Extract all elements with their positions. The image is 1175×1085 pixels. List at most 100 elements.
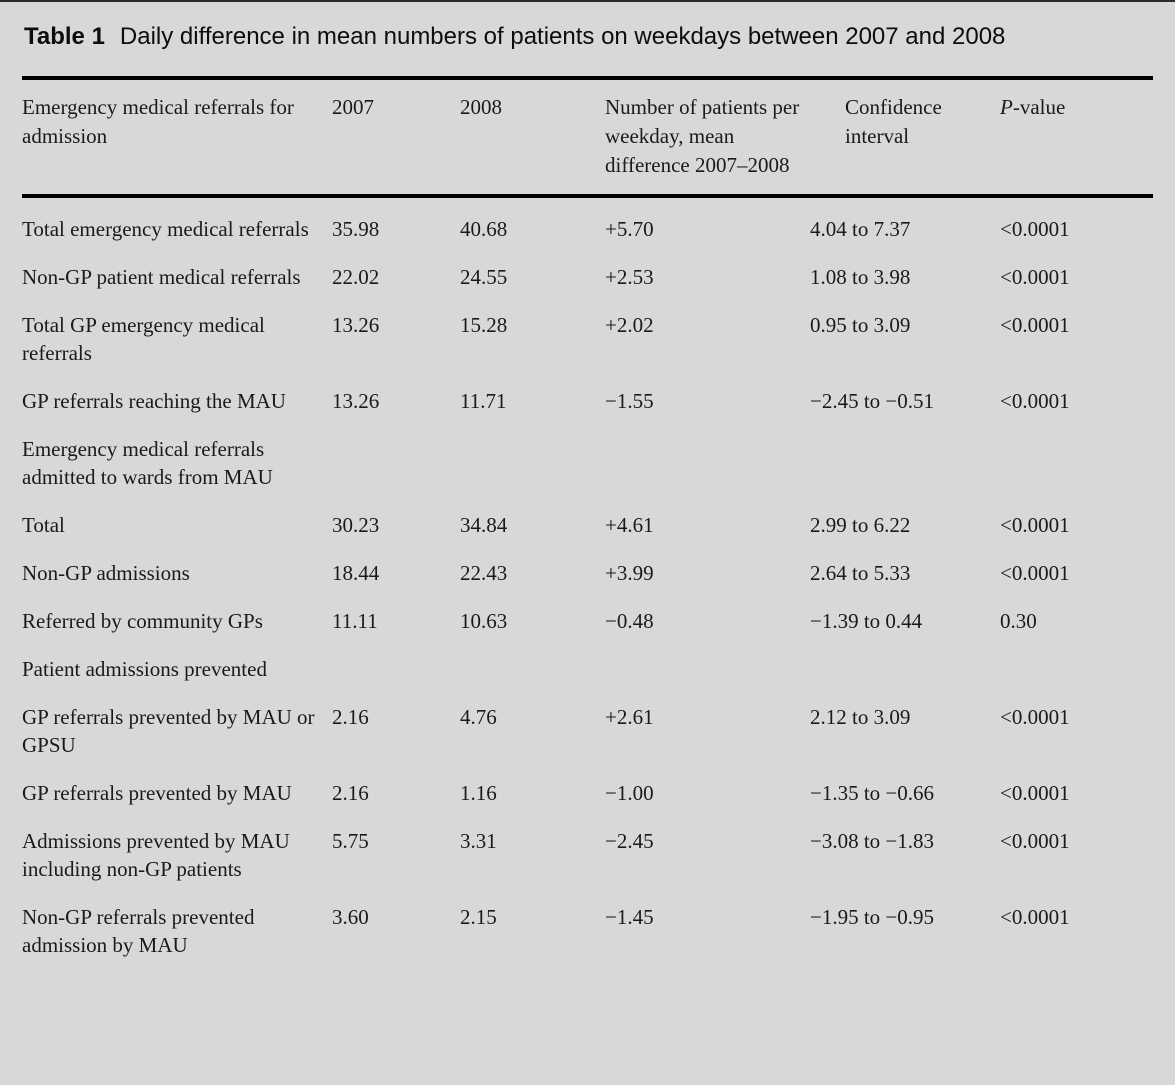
row-label-cell: Admissions prevented by MAU including no… — [22, 829, 290, 881]
cell-2007 — [332, 418, 460, 494]
row-label-cell: GP referrals prevented by MAU or GPSU — [22, 705, 315, 757]
table-row: Total GP emergency medical referrals 13.… — [22, 294, 1153, 370]
cell-mean-diff: −0.48 — [605, 609, 654, 633]
col-header-2007: 2007 — [332, 80, 460, 198]
cell-2008 — [460, 418, 560, 494]
col-header-2008: 2008 — [460, 80, 560, 198]
cell-2007: 2.16 — [332, 705, 369, 729]
cell-p-value — [1000, 418, 1153, 494]
cell-2008: 40.68 — [460, 217, 508, 241]
cell-mean-diff: −1.55 — [605, 389, 654, 413]
table-row: GP referrals prevented by MAU or GPSU 2.… — [22, 686, 1153, 762]
cell-mean-diff: −1.00 — [605, 781, 654, 805]
cell-2007 — [332, 638, 460, 686]
cell-2007: 35.98 — [332, 217, 380, 241]
table-row: GP referrals prevented by MAU 2.16 1.16 … — [22, 762, 1153, 810]
col-header-referrals-for-admission: Emergency medical referrals for admissio… — [22, 80, 332, 198]
cell-p-value: <0.0001 — [1000, 513, 1070, 537]
row-label-cell: GP referrals reaching the MAU — [22, 389, 286, 413]
cell-ci: 4.04 to 7.37 — [810, 217, 911, 241]
cell-p-value: 0.30 — [1000, 609, 1037, 633]
cell-p-value: <0.0001 — [1000, 265, 1070, 289]
row-label-cell: GP referrals prevented by MAU — [22, 781, 292, 805]
section-label-cell: Patient admissions prevented — [22, 657, 267, 681]
cell-p-value: <0.0001 — [1000, 313, 1070, 337]
section-label-cell: Emergency medical referrals admitted to … — [22, 437, 273, 489]
row-label-cell: Total emergency medical referrals — [22, 217, 309, 241]
cell-p-value — [1000, 638, 1153, 686]
cell-ci: −1.39 to 0.44 — [810, 609, 923, 633]
cell-2007: 5.75 — [332, 829, 369, 853]
table-row: Referred by community GPs 11.11 10.63 −0… — [22, 590, 1153, 638]
cell-2008: 34.84 — [460, 513, 508, 537]
cell-mean-diff: −1.45 — [605, 905, 654, 929]
cell-mean-diff: +4.61 — [605, 513, 654, 537]
cell-2008: 24.55 — [460, 265, 508, 289]
cell-ci: 2.12 to 3.09 — [810, 705, 911, 729]
cell-ci: −2.45 to −0.51 — [810, 389, 935, 413]
cell-2008: 1.16 — [460, 781, 497, 805]
table-row: Admissions prevented by MAU including no… — [22, 810, 1153, 886]
cell-2007: 2.16 — [332, 781, 369, 805]
cell-mean-diff — [560, 418, 810, 494]
cell-ci: −3.08 to −1.83 — [810, 829, 935, 853]
row-label-cell: Total GP emergency medical referrals — [22, 313, 265, 365]
table-row: Total emergency medical referrals 35.98 … — [22, 196, 1153, 246]
cell-p-value: <0.0001 — [1000, 829, 1070, 853]
cell-mean-diff — [560, 638, 810, 686]
cell-2008: 3.31 — [460, 829, 497, 853]
section-header-row: Emergency medical referrals admitted to … — [22, 418, 1153, 494]
cell-2007: 13.26 — [332, 313, 380, 337]
table-caption-text: Daily difference in mean numbers of pati… — [119, 23, 1006, 50]
cell-mean-diff: +2.02 — [605, 313, 654, 337]
cell-2007: 13.26 — [332, 389, 380, 413]
row-label-cell: Non-GP referrals prevented admission by … — [22, 905, 255, 957]
col-header-confidence-interval: Confidence interval — [810, 80, 1000, 198]
p-value-rest: -value — [1012, 95, 1066, 119]
cell-2007: 18.44 — [332, 561, 380, 585]
data-table: Emergency medical referrals for admissio… — [22, 80, 1153, 962]
cell-mean-diff: +2.53 — [605, 265, 654, 289]
cell-2008: 10.63 — [460, 609, 508, 633]
col-header-mean-difference: Number of patients per weekday, mean dif… — [560, 80, 810, 198]
row-label-cell: Non-GP admissions — [22, 561, 190, 585]
row-label-cell: Total — [22, 513, 65, 537]
cell-p-value: <0.0001 — [1000, 905, 1070, 929]
table-row: GP referrals reaching the MAU 13.26 11.7… — [22, 370, 1153, 418]
row-label-cell: Non-GP patient medical referrals — [22, 265, 301, 289]
cell-mean-diff: −2.45 — [605, 829, 654, 853]
cell-p-value: <0.0001 — [1000, 389, 1070, 413]
cell-p-value: <0.0001 — [1000, 217, 1070, 241]
table-row: Non-GP referrals prevented admission by … — [22, 886, 1153, 962]
col-header-p-value: P-value — [1000, 80, 1153, 198]
cell-2008: 11.71 — [460, 389, 507, 413]
section-header-row: Patient admissions prevented — [22, 638, 1153, 686]
table-caption: Table 1 Daily difference in mean numbers … — [24, 22, 1153, 52]
cell-2007: 11.11 — [332, 609, 378, 633]
cell-2007: 3.60 — [332, 905, 369, 929]
cell-mean-diff: +2.61 — [605, 705, 654, 729]
cell-2008: 15.28 — [460, 313, 508, 337]
table-caption-label: Table 1 — [24, 23, 105, 50]
cell-2008: 22.43 — [460, 561, 508, 585]
cell-ci: −1.35 to −0.66 — [810, 781, 935, 805]
cell-ci — [810, 418, 1000, 494]
cell-mean-diff: +5.70 — [605, 217, 654, 241]
cell-2007: 22.02 — [332, 265, 380, 289]
page-top-edge-line — [0, 0, 1175, 2]
caption-rule — [22, 76, 1153, 80]
cell-2008: 2.15 — [460, 905, 497, 929]
table-row: Total 30.23 34.84 +4.61 2.99 to 6.22 <0.… — [22, 494, 1153, 542]
cell-ci: 2.99 to 6.22 — [810, 513, 911, 537]
cell-ci — [810, 638, 1000, 686]
cell-p-value: <0.0001 — [1000, 705, 1070, 729]
cell-ci: 0.95 to 3.09 — [810, 313, 911, 337]
p-value-italic-p: P — [1000, 95, 1013, 119]
cell-mean-diff: +3.99 — [605, 561, 654, 585]
cell-p-value: <0.0001 — [1000, 781, 1070, 805]
cell-ci: 1.08 to 3.98 — [810, 265, 911, 289]
cell-2007: 30.23 — [332, 513, 380, 537]
cell-ci: 2.64 to 5.33 — [810, 561, 911, 585]
header-row: Emergency medical referrals for admissio… — [22, 80, 1153, 198]
